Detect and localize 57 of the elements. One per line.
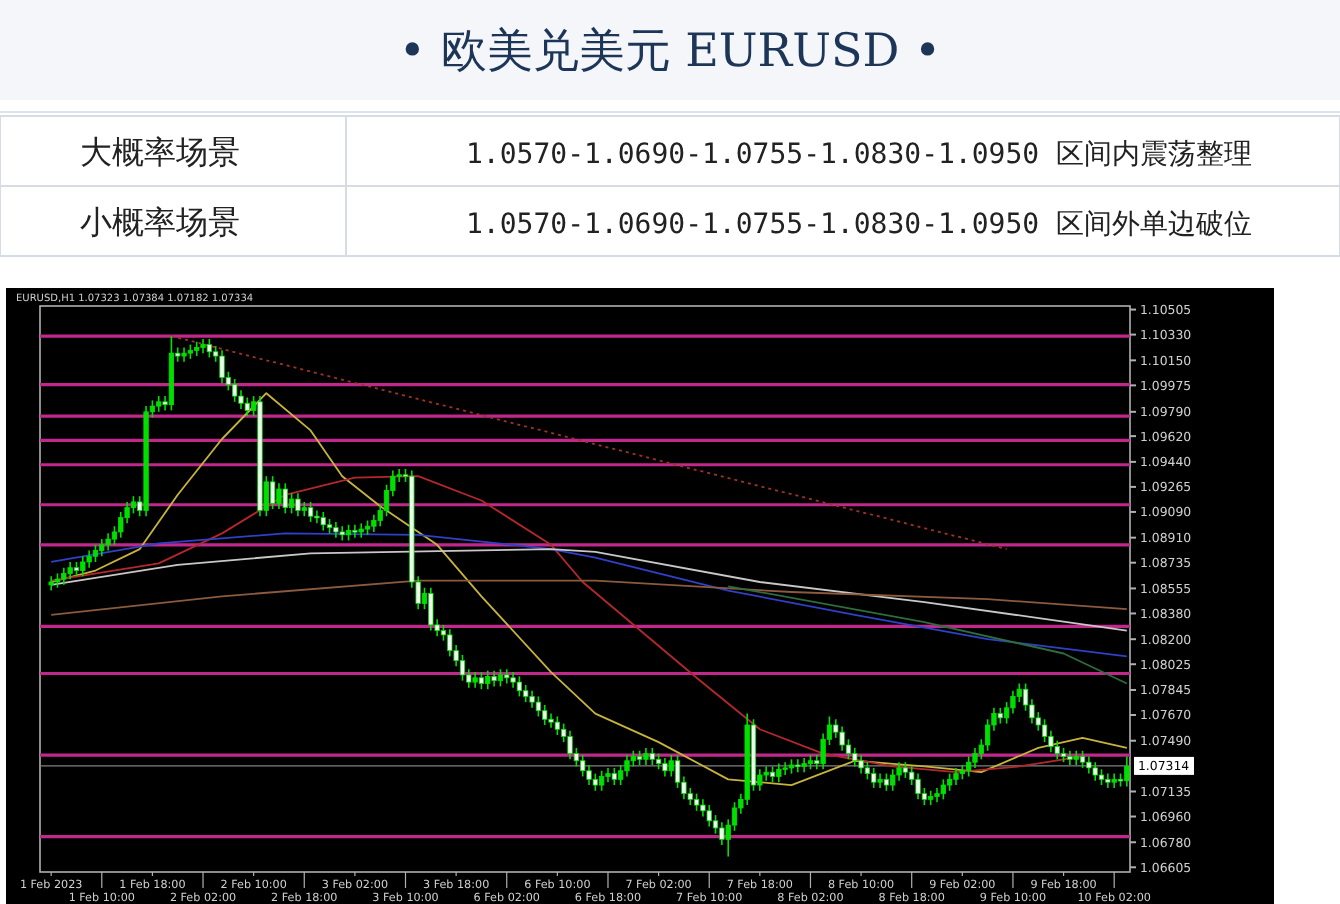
candlestick [662, 757, 668, 778]
candlestick [972, 747, 978, 769]
candlestick [219, 349, 225, 385]
candlestick [232, 378, 238, 403]
candlestick [535, 695, 541, 718]
candlestick [1092, 761, 1098, 782]
candlestick [795, 758, 801, 773]
candlestick [206, 338, 212, 359]
candlestick [244, 396, 250, 417]
line-series [50, 579, 1128, 616]
text: 小概率场景 [80, 203, 240, 241]
candlestick [580, 754, 586, 778]
candlestick [80, 555, 86, 578]
candlestick [270, 475, 276, 510]
line-series [50, 532, 1128, 658]
candlestick [339, 525, 345, 542]
candlestick [858, 754, 864, 775]
candlestick [295, 492, 301, 518]
title: • 欧美兑美元 EURUSD • [398, 26, 942, 78]
candlestick [554, 715, 560, 736]
candlestick [288, 492, 295, 515]
candlestick [181, 346, 187, 363]
candlestick [776, 762, 782, 783]
candlestick [314, 509, 320, 525]
text: 大概率场景 [80, 133, 240, 171]
text: 1.0570-1.0690-1.0755-1.0830-1.0950 区间内震荡整理 [466, 139, 1253, 171]
candlestick [276, 482, 282, 510]
candlestick [966, 755, 972, 778]
candlestick [839, 725, 845, 752]
candlestick [719, 821, 725, 846]
candlestick [447, 628, 453, 658]
candlestick [940, 778, 946, 801]
candlestick [599, 769, 605, 792]
line-series [50, 548, 1128, 632]
candlestick [1054, 739, 1060, 761]
candlestick [706, 804, 712, 828]
candlestick [852, 747, 858, 768]
candlestick [307, 501, 314, 523]
line-series [50, 392, 1128, 786]
candlestick [542, 704, 548, 726]
candlestick [1124, 755, 1130, 788]
candlestick [915, 772, 921, 801]
candlestick [668, 754, 674, 778]
text: 1.0570-1.0690-1.0755-1.0830-1.0950 区间外单边破位 [466, 209, 1253, 241]
line-series [727, 585, 1128, 685]
candlestick [428, 586, 434, 632]
candlestick [782, 761, 788, 776]
candlestick [320, 511, 326, 532]
candlestick [624, 754, 630, 778]
candlestick [516, 675, 523, 698]
candlestick [485, 669, 491, 691]
candlestick [567, 729, 573, 761]
candlestick [871, 767, 877, 789]
candlestick [352, 523, 358, 539]
candlestick [504, 668, 510, 685]
candlestick [890, 768, 896, 792]
candlestick [282, 482, 288, 515]
